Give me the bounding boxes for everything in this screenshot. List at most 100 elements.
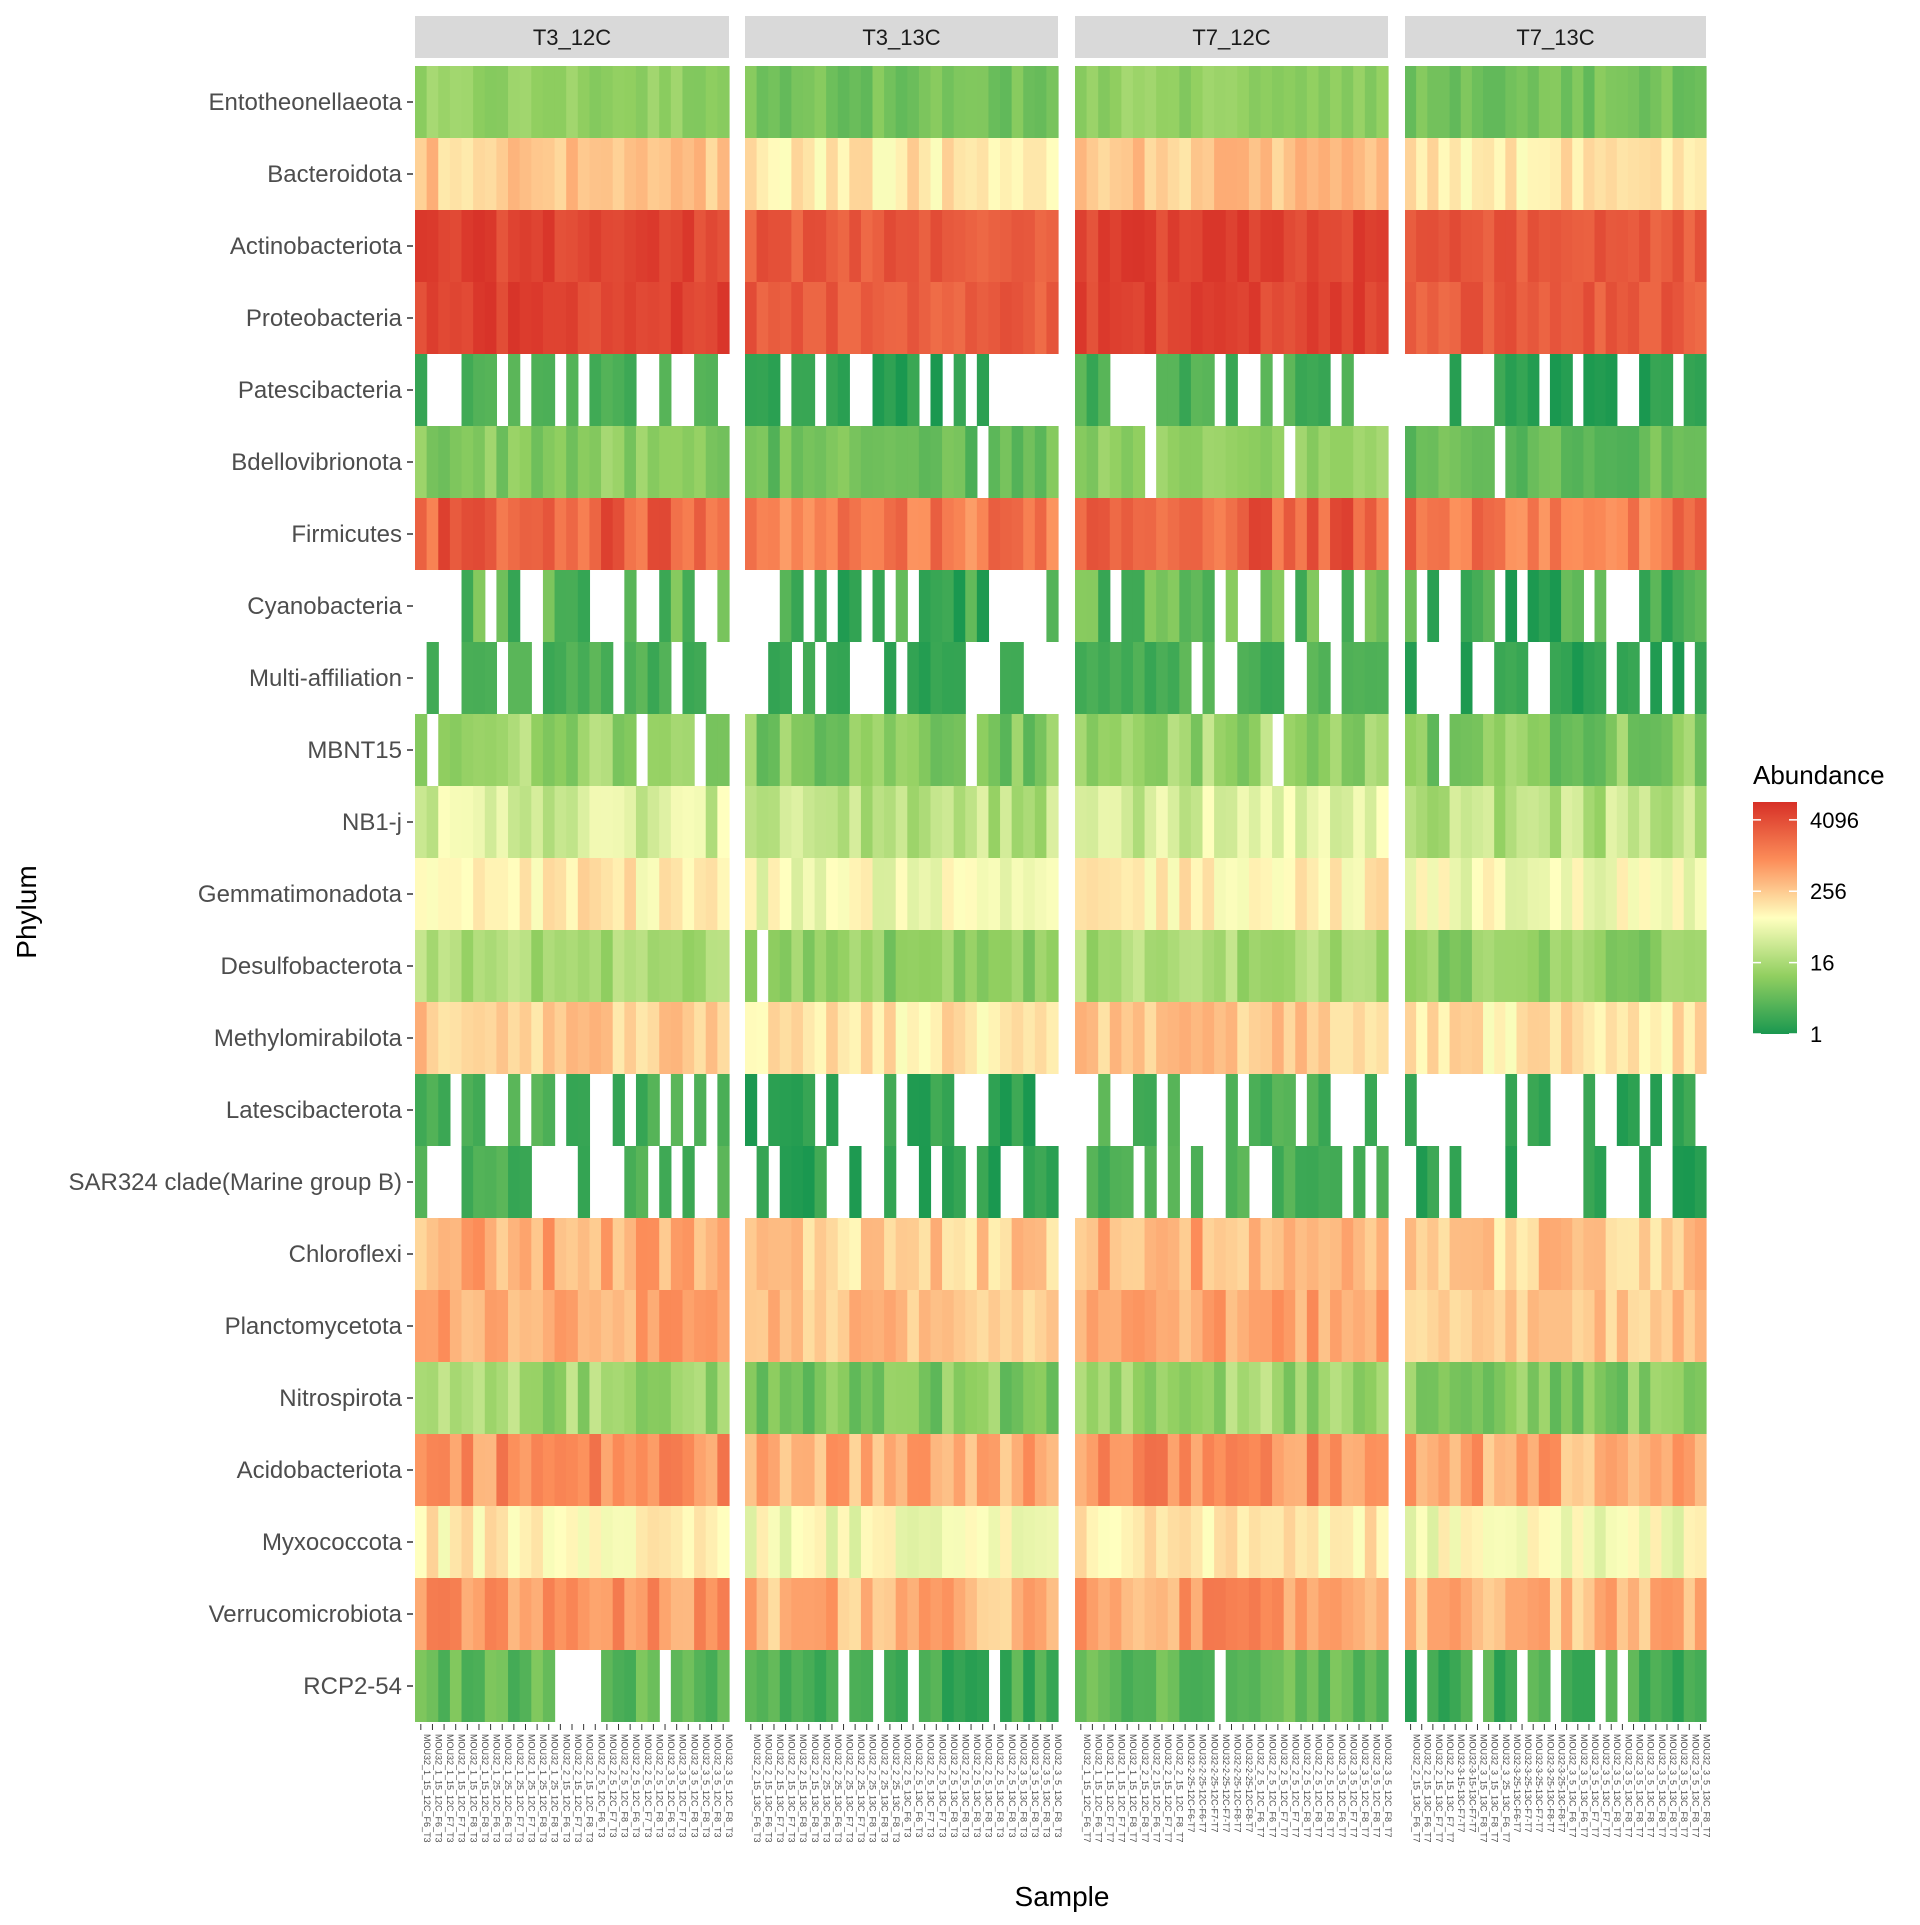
heatmap-cell <box>577 642 591 714</box>
heatmap-cell <box>1364 1506 1377 1578</box>
heatmap-cell <box>930 1002 943 1074</box>
heatmap-cell <box>531 1290 544 1362</box>
heatmap-cell <box>1075 786 1088 858</box>
x-tick-label: MOU32-2-25-12C-F6-T7 <box>1186 1734 1196 1833</box>
heatmap-cell <box>1661 570 1674 642</box>
heatmap-cell <box>895 570 908 642</box>
heatmap-cell <box>1272 498 1285 570</box>
heatmap-cell <box>1109 786 1122 858</box>
heatmap-cell <box>659 1362 672 1434</box>
heatmap-cell <box>849 1290 862 1362</box>
heatmap-cell <box>438 930 451 1002</box>
heatmap-cell <box>601 930 614 1002</box>
heatmap-cell <box>1330 138 1343 210</box>
heatmap-cell <box>1098 714 1111 786</box>
heatmap-cell <box>1011 1290 1024 1362</box>
heatmap-cell <box>635 66 649 138</box>
heatmap-cell <box>426 1506 439 1578</box>
heatmap-cell <box>1046 1218 1059 1290</box>
heatmap-cell <box>1167 1074 1180 1146</box>
heatmap-cell <box>1034 426 1047 498</box>
heatmap-cell <box>1427 1650 1440 1722</box>
heatmap-cell <box>1330 786 1343 858</box>
heatmap-cell <box>577 930 591 1002</box>
heatmap-cell <box>682 1290 695 1362</box>
heatmap-cell <box>1694 1650 1707 1722</box>
heatmap-cell <box>1549 858 1562 930</box>
heatmap-cell <box>577 1506 591 1578</box>
heatmap-cell <box>1449 210 1462 282</box>
heatmap-cell <box>461 1578 474 1650</box>
heatmap-cell <box>415 210 428 282</box>
heatmap-cell <box>1156 1506 1169 1578</box>
heatmap-cell <box>872 858 885 930</box>
heatmap-cell <box>1179 1650 1192 1722</box>
y-tick-label: SAR324 clade(Marine group B) <box>68 1169 402 1196</box>
heatmap-cell <box>670 1002 684 1074</box>
heatmap-cell <box>449 1578 463 1650</box>
heatmap-cell <box>1272 210 1285 282</box>
heatmap-cell <box>519 282 532 354</box>
heatmap-cell <box>1650 714 1663 786</box>
heatmap-cell <box>1306 354 1320 426</box>
heatmap-cell <box>1505 1362 1518 1434</box>
heatmap-cell <box>1023 426 1036 498</box>
heatmap-cell <box>473 1650 486 1722</box>
heatmap-cell <box>1605 426 1618 498</box>
heatmap-cell <box>930 1074 943 1146</box>
heatmap-cell <box>965 426 978 498</box>
heatmap-cell <box>872 138 885 210</box>
heatmap-cell <box>461 1002 474 1074</box>
heatmap-cell <box>566 930 579 1002</box>
x-tick-label: MOU32_2_25_13C_F6_T3 <box>833 1734 843 1843</box>
heatmap-cell <box>1449 138 1462 210</box>
heatmap-cell <box>814 1362 827 1434</box>
heatmap-cell <box>1167 714 1180 786</box>
heatmap-cell <box>1034 66 1047 138</box>
heatmap-cell <box>1330 1218 1343 1290</box>
heatmap-cell <box>802 1146 816 1218</box>
heatmap-cell <box>1683 1506 1696 1578</box>
heatmap-cell <box>1260 498 1273 570</box>
heatmap-cell <box>1449 1146 1462 1218</box>
heatmap-cell <box>1214 714 1227 786</box>
heatmap-cell <box>670 1290 684 1362</box>
heatmap-cell <box>519 1290 532 1362</box>
heatmap-cell <box>1572 138 1584 210</box>
heatmap-cell <box>1683 570 1696 642</box>
heatmap-cell <box>1237 786 1250 858</box>
heatmap-cell <box>1306 1362 1320 1434</box>
heatmap-cell <box>872 1578 885 1650</box>
heatmap-cell <box>1011 1578 1024 1650</box>
heatmap-cell <box>930 1506 943 1578</box>
heatmap-cell <box>542 498 556 570</box>
heatmap-cell <box>768 1578 781 1650</box>
heatmap-cell <box>577 282 591 354</box>
heatmap-cell <box>1272 1362 1285 1434</box>
heatmap-cell <box>1627 786 1640 858</box>
heatmap-cell <box>1011 930 1024 1002</box>
heatmap-cell <box>1098 66 1111 138</box>
heatmap-cell <box>1471 786 1484 858</box>
heatmap-cell <box>484 1362 498 1434</box>
x-tick-label: MOU32_2_15_12C_F6_T7 <box>1151 1734 1161 1843</box>
heatmap-cell <box>1011 498 1024 570</box>
heatmap-cell <box>779 1362 792 1434</box>
heatmap-cell <box>1694 642 1707 714</box>
heatmap-cell <box>756 1218 769 1290</box>
heatmap-cell <box>1627 714 1640 786</box>
heatmap-cell <box>1627 66 1640 138</box>
heatmap-cell <box>624 1650 637 1722</box>
heatmap-cell <box>461 570 474 642</box>
x-tick-label: MOU32_3_15_13C_F8_T7 <box>1490 1734 1500 1843</box>
heatmap-cell <box>1283 1434 1296 1506</box>
heatmap-cell <box>895 282 908 354</box>
heatmap-cell <box>1109 498 1122 570</box>
heatmap-cell <box>1672 66 1685 138</box>
heatmap-cell <box>1516 210 1529 282</box>
heatmap-cell <box>694 1362 707 1434</box>
heatmap-cell <box>415 138 428 210</box>
heatmap-cell <box>717 930 730 1002</box>
heatmap-cell <box>694 642 707 714</box>
heatmap-cell <box>1272 858 1285 930</box>
